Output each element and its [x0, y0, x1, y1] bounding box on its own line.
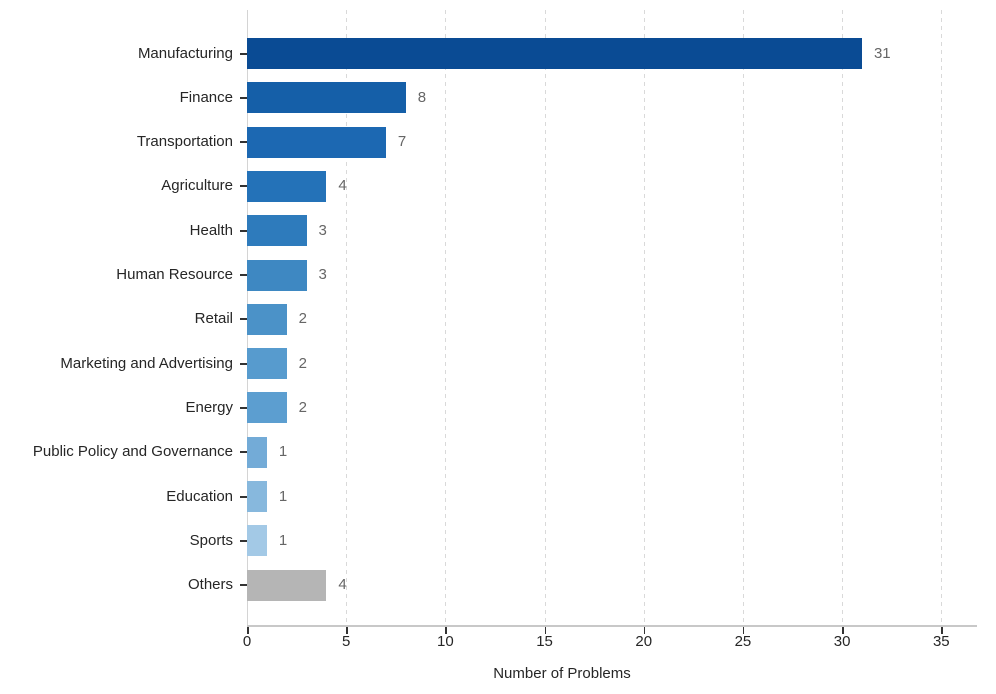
x-tick-mark	[842, 626, 844, 634]
x-tick-label: 5	[342, 633, 351, 650]
gridline	[643, 10, 645, 625]
y-tick-mark	[240, 584, 247, 587]
bar	[247, 481, 267, 512]
y-tick-mark	[240, 451, 247, 454]
x-tick-mark	[643, 626, 646, 634]
value-label: 1	[278, 531, 288, 549]
x-tick-label: 20	[635, 633, 653, 650]
x-tick-mark	[742, 626, 745, 634]
value-label: 1	[278, 443, 288, 461]
gridline	[544, 10, 546, 625]
value-label: 1	[278, 487, 288, 505]
category-label: Agriculture	[161, 177, 233, 195]
bar	[247, 38, 862, 69]
x-tick-label: 35	[932, 633, 950, 650]
value-label: 2	[298, 310, 308, 328]
value-label: 3	[318, 266, 327, 283]
y-tick-mark	[240, 141, 247, 144]
bar	[247, 348, 287, 380]
category-label: Transportation	[136, 133, 233, 151]
x-tick-label: 0	[242, 633, 252, 650]
category-label: Human Resource	[116, 266, 233, 283]
y-tick-mark	[240, 274, 247, 276]
x-tick-mark	[346, 626, 348, 634]
category-label: Manufacturing	[137, 44, 233, 62]
value-label: 3	[318, 221, 327, 239]
y-tick-mark	[240, 185, 247, 188]
value-label: 7	[397, 133, 407, 151]
bar	[247, 392, 287, 424]
gridline	[445, 10, 447, 625]
category-label: Marketing and Advertising	[60, 354, 233, 372]
y-tick-mark	[240, 96, 247, 99]
gridline	[346, 10, 348, 625]
x-tick-label: 25	[734, 633, 752, 650]
x-axis-title: Number of Problems	[493, 665, 631, 682]
x-tick-mark	[544, 626, 547, 634]
bar	[247, 303, 287, 335]
value-label: 2	[298, 398, 308, 416]
bar	[247, 82, 406, 114]
category-label: Health	[189, 221, 233, 239]
y-tick-mark	[240, 52, 247, 55]
bar	[247, 259, 307, 291]
y-tick-mark	[240, 406, 247, 409]
category-label: Sports	[189, 531, 233, 549]
value-label: 2	[298, 354, 308, 372]
bar	[247, 569, 327, 601]
category-label: Energy	[185, 398, 233, 416]
y-tick-mark	[240, 318, 247, 321]
bar	[247, 126, 386, 158]
y-tick-mark	[240, 539, 247, 542]
bar	[247, 525, 267, 557]
x-tick-mark	[247, 626, 249, 634]
bar	[247, 170, 327, 202]
x-tick-mark	[445, 626, 447, 634]
category-label: Public Policy and Governance	[32, 443, 233, 461]
value-label: 31	[873, 44, 891, 62]
y-tick-mark	[240, 229, 247, 232]
y-tick-mark	[240, 362, 247, 365]
bar	[247, 215, 307, 247]
category-label: Retail	[194, 310, 233, 328]
category-label: Education	[166, 487, 233, 505]
value-label: 8	[417, 88, 427, 106]
category-label: Others	[187, 576, 233, 594]
x-tick-mark	[941, 626, 943, 634]
gridline	[842, 10, 844, 625]
bar	[247, 436, 267, 468]
category-label: Finance	[179, 88, 233, 106]
value-label: 4	[338, 177, 347, 195]
y-tick-mark	[240, 495, 247, 498]
gridline	[742, 10, 744, 625]
x-tick-label: 30	[833, 633, 851, 650]
value-label: 4	[338, 576, 347, 594]
x-tick-label: 10	[437, 633, 454, 650]
x-tick-label: 15	[536, 633, 553, 650]
gridline	[941, 10, 943, 625]
x-axis-line	[247, 625, 977, 627]
